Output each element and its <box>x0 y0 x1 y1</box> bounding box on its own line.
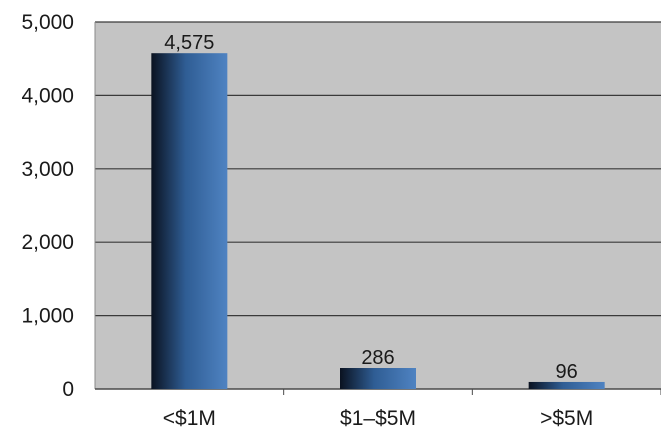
bar <box>340 368 416 389</box>
data-label: 286 <box>361 347 394 369</box>
y-tick-label: 1,000 <box>21 305 74 328</box>
y-tick-label: 4,000 <box>21 84 74 107</box>
x-tick-label: >$5M <box>540 407 593 430</box>
bar <box>528 381 605 389</box>
y-tick-label: 5,000 <box>21 11 74 34</box>
y-tick-label: 3,000 <box>21 158 74 181</box>
bar <box>151 53 228 389</box>
x-tick-label: <$1M <box>163 407 216 430</box>
y-tick-label: 0 <box>62 378 74 401</box>
data-label: 4,575 <box>164 32 214 54</box>
x-tick-label: $1–$5M <box>340 407 416 430</box>
y-tick-label: 2,000 <box>21 231 74 254</box>
data-label: 96 <box>556 361 578 383</box>
